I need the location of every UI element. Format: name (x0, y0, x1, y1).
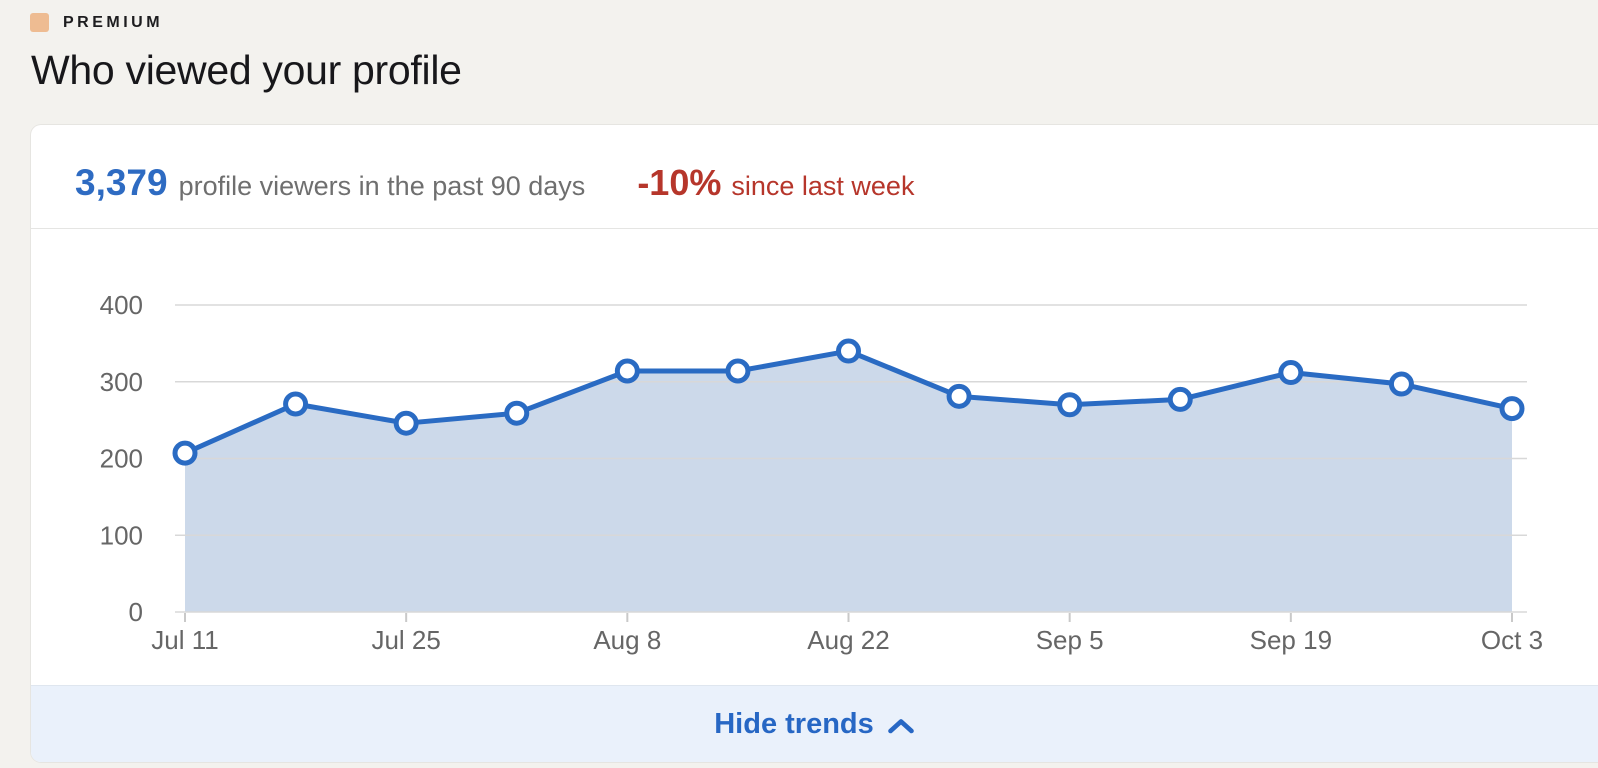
viewer-count: 3,379 (75, 162, 168, 203)
y-axis-tick-label: 100 (100, 520, 143, 550)
profile-viewers-card: 3,379 profile viewers in the past 90 day… (31, 125, 1598, 762)
change-value: -10% (637, 162, 722, 203)
chart-point[interactable] (836, 338, 861, 364)
chart-point[interactable] (1278, 360, 1304, 386)
chart-point[interactable] (1388, 371, 1414, 397)
chevron-up-icon (887, 719, 914, 734)
page-title: Who viewed your profile (31, 47, 462, 93)
premium-label: PREMIUM (63, 13, 164, 31)
chart-canvas: 0 100 200 300 400 Jul 11 Jul 25 Aug 8 Aug 22 Sep … (100, 290, 1543, 655)
chart-point[interactable] (1499, 396, 1525, 422)
stats-divider (31, 228, 1598, 229)
x-axis-tick-label: Aug 8 (593, 625, 661, 655)
y-axis-tick-label: 400 (100, 290, 143, 320)
chart-point[interactable] (1057, 392, 1083, 418)
x-axis-tick-label: Oct 3 (1481, 625, 1543, 655)
y-axis-tick-label: 0 (129, 597, 143, 627)
x-axis-tick-label: Jul 11 (151, 625, 218, 655)
x-axis-tick-label: Sep 19 (1250, 625, 1332, 655)
card-footer: Hide trends (31, 685, 1598, 762)
chart-point[interactable] (504, 400, 530, 426)
chart-point[interactable] (393, 410, 419, 436)
chart-point[interactable] (946, 383, 972, 409)
change-label: since last week (731, 171, 915, 201)
stats-row: 3,379 profile viewers in the past 90 day… (31, 125, 1598, 228)
chart-area-fill (185, 351, 1512, 612)
x-axis-tick-label: Jul 25 (371, 625, 440, 655)
chart-point[interactable] (614, 358, 640, 384)
hide-trends-button[interactable]: Hide trends (714, 708, 915, 741)
viewer-count-label: profile viewers in the past 90 days (178, 171, 586, 201)
viewers-trend-chart: 0 100 200 300 400 Jul 11 Jul 25 Aug 8 Aug 22 Sep … (31, 229, 1598, 685)
premium-badge: PREMIUM (30, 13, 163, 32)
chart-point[interactable] (172, 440, 198, 466)
y-axis-tick-label: 300 (100, 367, 143, 397)
chart-point[interactable] (725, 358, 751, 384)
y-axis-tick-label: 200 (100, 444, 143, 474)
hide-trends-label: Hide trends (714, 707, 874, 740)
premium-icon (30, 13, 49, 32)
chart-point[interactable] (1167, 386, 1193, 412)
x-axis-tick-label: Sep 5 (1036, 625, 1104, 655)
x-axis-tick-label: Aug 22 (807, 625, 889, 655)
chart-point[interactable] (283, 391, 309, 417)
